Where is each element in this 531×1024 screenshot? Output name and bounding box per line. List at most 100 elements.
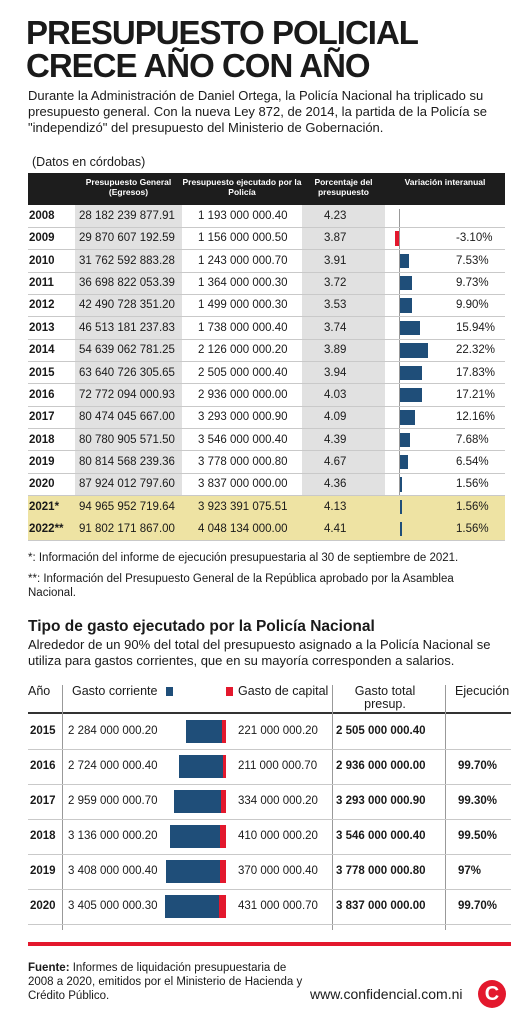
title: PRESUPUESTO POLICIAL [26,14,419,51]
year: 2008 [29,210,55,222]
execution: 97% [458,865,482,877]
header-line [28,712,511,714]
year: 2020 [30,900,56,912]
current-value: 3 408 000 000.40 [68,865,158,877]
police: 4 048 134 000.00 [198,523,288,536]
note: (Datos en córdobas) [32,155,146,169]
police: 3 778 000 000.80 [198,455,288,468]
variation-bar [400,320,420,336]
capital-value: 370 000 000.40 [238,865,318,877]
row-line [28,749,511,750]
total-value: 2 936 000 000.00 [336,760,426,772]
current-value: 3 405 000 000.30 [68,900,158,912]
variation-bar [400,276,413,291]
capital-value: 211 000 000.70 [238,760,318,772]
current-value: 2 724 000 000.40 [68,760,158,772]
percentage: 4.03 [324,388,347,401]
police: 2 936 000 000.00 [198,388,288,401]
budget: 31 762 592 883.28 [79,254,175,267]
percentage: 4.13 [324,500,347,513]
percentage: 4.67 [324,455,347,468]
variation-label: 9.90% [456,299,489,312]
percentage: 3.74 [324,321,347,334]
year: 2018 [29,433,55,446]
year: 2014 [29,344,55,357]
variation-label: 6.54% [456,455,489,468]
police: 1 364 000 000.30 [198,277,288,290]
row-line [28,428,505,430]
execution: 99.50% [458,830,498,842]
row-line [28,361,505,363]
variation-bar [400,387,422,403]
year: 2011 [29,277,54,290]
column-shade [75,205,182,541]
current-bar [165,895,220,918]
execution: 99.70% [458,900,498,912]
variation-bar [400,365,423,380]
variation-label: 1.56% [456,523,489,536]
year: 2013 [29,321,55,334]
year: 2022** [29,523,64,536]
police: 3 837 000 000.00 [198,478,288,491]
percentage: 3.91 [324,254,347,267]
percentage: 4.36 [324,478,347,491]
capital-value: 334 000 000.20 [238,795,318,807]
budget: 80 780 905 571.50 [79,433,175,446]
variation-label: 15.94% [456,321,496,334]
intro: Durante la Administración de Daniel Orte… [28,88,487,135]
year: 2018 [30,830,56,842]
year: 2012 [29,299,55,312]
source-text: Informes de liquidación presupuestaria d… [28,962,303,1002]
percentage: 4.39 [324,433,347,446]
section-title: Tipo de gasto ejecutado por la Policía N… [28,618,375,635]
variation-label: 22.32% [456,344,496,357]
variation-label: -3.10% [456,232,493,245]
row-line [28,226,505,228]
capital-value: 410 000 000.20 [238,830,318,842]
column-shade [302,205,385,541]
budget: 29 870 607 192.59 [79,232,175,245]
police: 1 243 000 000.70 [198,254,288,267]
total-value: 2 505 000 000.40 [336,725,426,737]
year: 2021* [29,500,60,513]
police: 2 505 000 000.40 [198,366,288,379]
variation-label: 7.68% [456,433,489,446]
current-bar [173,790,221,813]
row-line [28,316,505,318]
year: 2020 [29,478,55,491]
row-line [28,338,505,340]
variation-label: 12.16% [456,411,496,424]
year: 2016 [29,388,55,401]
police: 1 499 000 000.30 [198,299,288,312]
percentage: 3.89 [324,344,347,357]
total-value: 3 293 000 000.90 [336,795,426,807]
year: 2019 [30,865,56,877]
source: Fuente: Informes de liquidación presupue… [28,961,308,1003]
divider [28,942,511,946]
col-line [445,685,446,930]
total-value: 3 837 000 000.00 [336,900,426,912]
column-header: Variación interanual [404,177,486,187]
footnote: *: Información del informe de ejecución … [28,552,459,564]
police: 1 193 000 000.40 [198,210,288,222]
section-subtitle: Alrededor de un 90% del total del presup… [28,637,491,668]
variation-label: 1.56% [456,478,489,491]
variation-label: 9.73% [456,277,489,290]
current-value: 2 284 000 000.20 [68,725,158,737]
current-bar [166,860,221,883]
variation-bar [400,454,409,470]
percentage: 3.94 [324,366,347,379]
budget: 72 772 094 000.93 [79,388,175,401]
budget: 42 490 728 351.20 [79,299,175,312]
variation-bar [400,343,428,358]
row-line [28,784,511,785]
row-line [28,854,511,855]
year: 2019 [29,455,55,468]
column-header: Porcentaje del presupuesto [314,177,373,197]
row-line [28,405,505,407]
column-header: Gasto corriente [72,684,158,698]
column-header: Presupuesto General (Egresos) [85,177,172,197]
budget: 80 814 568 239.36 [79,455,175,468]
capital-bar [220,790,226,813]
